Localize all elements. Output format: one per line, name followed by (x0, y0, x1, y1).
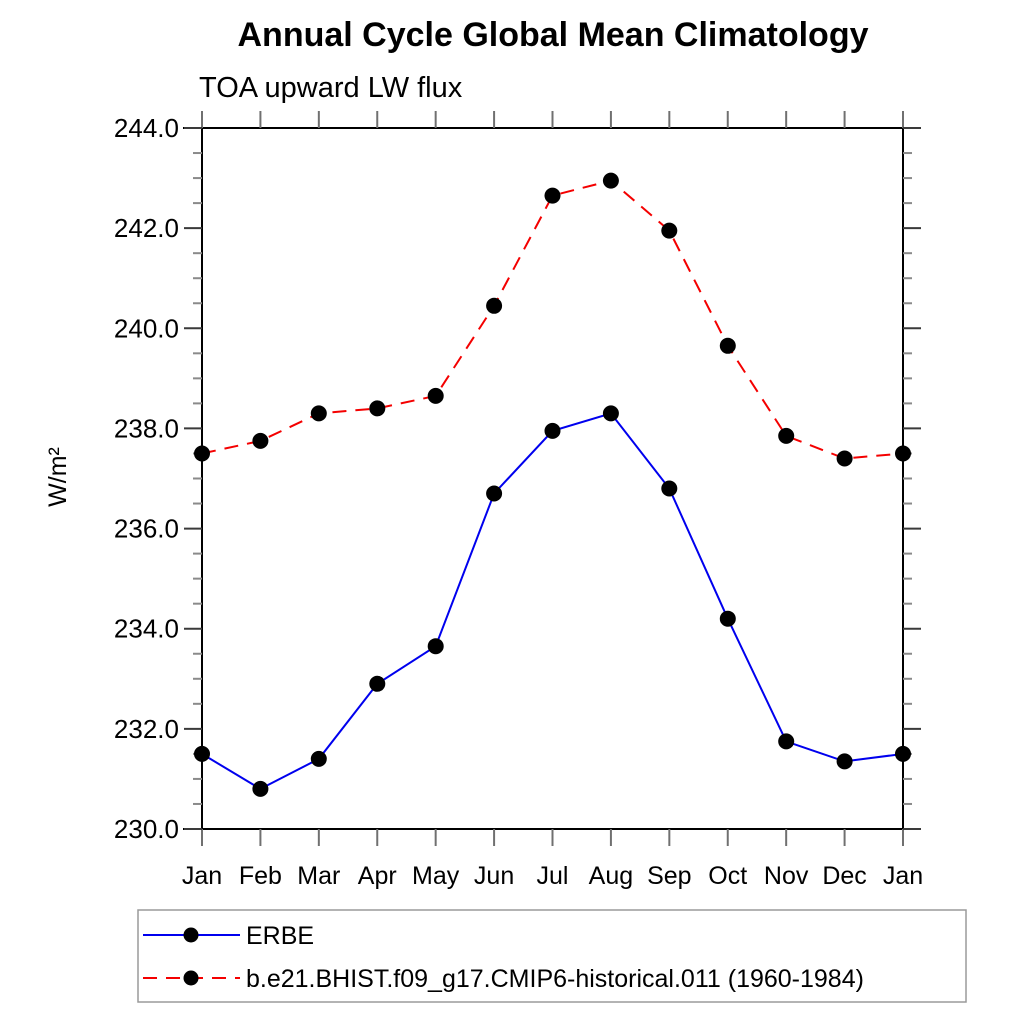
x-tick-label: Jan (883, 862, 923, 890)
data-point-marker (836, 450, 853, 467)
y-tick-label: 234.0 (114, 614, 179, 644)
data-point-marker (310, 750, 327, 767)
y-tick-label: 240.0 (114, 313, 179, 343)
data-point-marker (252, 780, 269, 797)
data-point-marker (602, 172, 619, 189)
x-tick-label: Jan (182, 862, 222, 890)
x-tick-label: Aug (589, 862, 633, 890)
data-point-marker (602, 405, 619, 422)
y-tick-label: 232.0 (114, 714, 179, 744)
x-tick-label: Feb (239, 862, 282, 890)
chart-title: Annual Cycle Global Mean Climatology (238, 16, 869, 54)
x-tick-label: Mar (297, 862, 340, 890)
y-tick-label: 236.0 (114, 514, 179, 544)
data-point-marker (310, 405, 327, 422)
y-axis-label: W/m² (44, 447, 72, 507)
x-tick-label: Sep (647, 862, 691, 890)
x-tick-label: Dec (822, 862, 866, 890)
y-tick-label: 244.0 (114, 113, 179, 143)
data-point-marker (544, 187, 561, 204)
data-point-marker (719, 610, 736, 627)
data-series (194, 172, 911, 797)
legend: ERBE b.e21.BHIST.f09_g17.CMIP6-historica… (137, 909, 967, 1003)
data-point-marker (778, 733, 795, 750)
erbe-series-line (201, 412, 904, 791)
legend-label-erbe: ERBE (246, 922, 314, 950)
x-tick-label: May (412, 862, 460, 890)
data-point-marker (719, 337, 736, 354)
data-point-marker (427, 387, 444, 404)
data-point-marker (544, 422, 561, 439)
data-point-marker (661, 480, 678, 497)
data-point-marker (895, 745, 911, 762)
legend-label-model: b.e21.BHIST.f09_g17.CMIP6-historical.011… (246, 965, 864, 993)
x-tick-label: Oct (708, 862, 747, 890)
data-point-marker (369, 400, 386, 417)
y-tick-label: 238.0 (114, 413, 179, 443)
data-point-marker (661, 222, 678, 239)
y-tick-label: 242.0 (114, 213, 179, 243)
legend-marker-model-icon (183, 970, 199, 986)
legend-box (137, 909, 967, 1003)
data-point-marker (895, 445, 911, 462)
data-point-marker (369, 675, 386, 692)
data-point-marker (486, 485, 503, 502)
data-point-marker (427, 638, 444, 655)
data-point-marker (486, 297, 503, 314)
model-series-line (201, 179, 904, 460)
legend-marker-erbe-icon (183, 927, 199, 943)
x-tick-label: Jul (537, 862, 569, 890)
x-tick-label: Apr (358, 862, 397, 890)
y-tick-label: 230.0 (114, 814, 179, 844)
data-point-marker (778, 427, 795, 444)
x-tick-label: Nov (764, 862, 809, 890)
data-point-marker (194, 445, 210, 462)
data-point-marker (252, 432, 269, 449)
chart-subtitle: TOA upward LW flux (199, 72, 463, 104)
data-point-marker (194, 745, 210, 762)
data-point-marker (836, 753, 853, 770)
x-tick-label: Jun (474, 862, 514, 890)
axes: Jan Feb Mar Apr May Jun Jul Aug Sep Oct Nov Dec Jan2… (114, 111, 923, 890)
